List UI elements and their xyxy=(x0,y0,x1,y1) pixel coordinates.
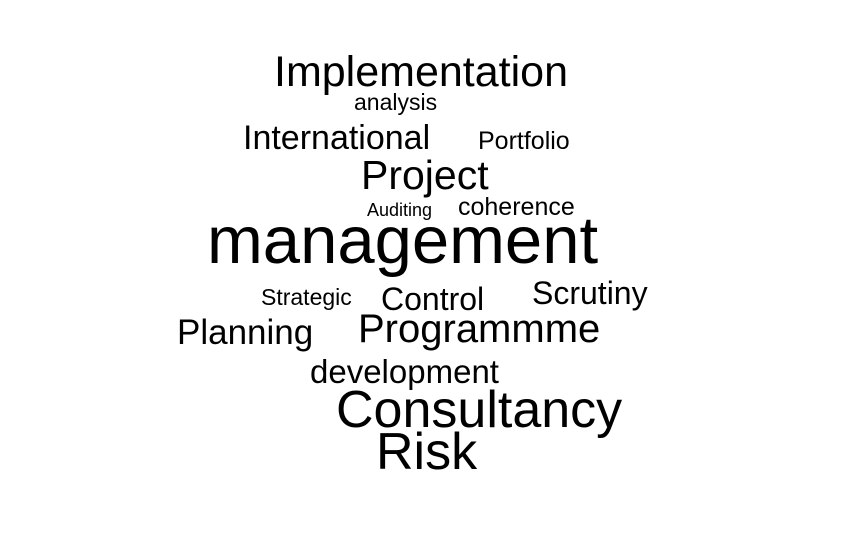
word-analysis: analysis xyxy=(354,89,438,115)
word-consultancy: Consultancy xyxy=(336,381,623,439)
word-coherence: coherence xyxy=(458,193,575,221)
word-development: development xyxy=(310,353,499,390)
word-management: management xyxy=(207,203,599,278)
word-risk: Risk xyxy=(376,423,478,481)
word-project: Project xyxy=(361,152,489,198)
word-implementation: Implementation xyxy=(274,48,568,96)
word-programmme: Programmme xyxy=(358,307,601,351)
word-auditing: Auditing xyxy=(367,200,433,220)
word-scrutiny: Scrutiny xyxy=(532,275,648,311)
word-strategic: Strategic xyxy=(261,284,352,310)
word-portfolio: Portfolio xyxy=(478,127,570,155)
word-international: International xyxy=(243,119,431,157)
word-planning: Planning xyxy=(177,313,314,352)
word-control: Control xyxy=(381,281,485,317)
